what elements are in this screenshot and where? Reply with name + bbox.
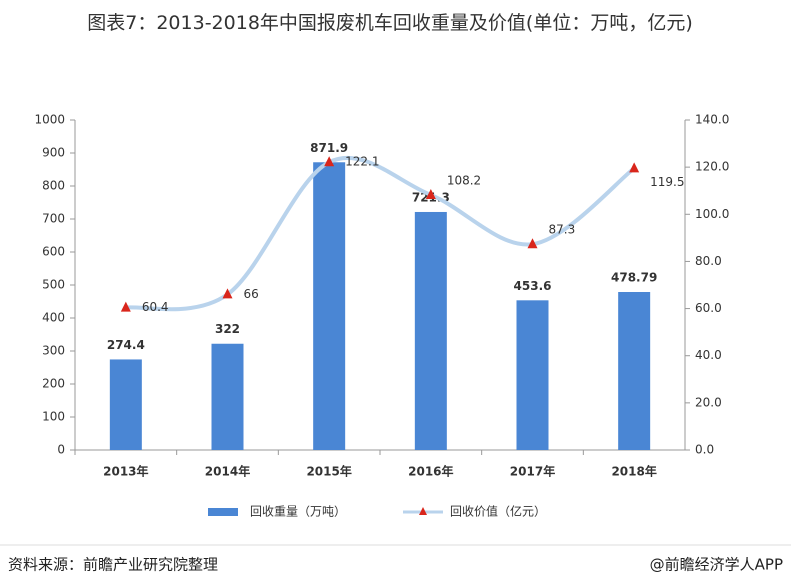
line-value-label: 87.3: [549, 223, 576, 237]
bar: [618, 291, 651, 450]
y-tick-label: 800: [42, 179, 65, 193]
x-tick-label: 2017年: [510, 464, 555, 479]
legend-marker: [419, 507, 427, 515]
x-tick-label: 2013年: [103, 464, 148, 479]
bar-value-label: 871.9: [310, 141, 348, 155]
bar-value-label: 478.79: [611, 270, 657, 284]
x-tick-label: 2015年: [306, 464, 351, 479]
y2-tick-label: 120.0: [695, 160, 729, 174]
y2-tick-label: 0.0: [695, 443, 714, 457]
y2-tick-label: 20.0: [695, 395, 722, 409]
bar-value-label: 453.6: [514, 279, 552, 293]
legend-label: 回收价值（亿元）: [450, 504, 546, 519]
bar-value-label: 322: [215, 322, 240, 336]
y-tick-label: 0: [57, 443, 65, 457]
legend-label: 回收重量（万吨）: [250, 505, 346, 519]
y2-tick-label: 40.0: [695, 348, 722, 362]
y-tick-label: 200: [42, 377, 65, 391]
x-tick-label: 2018年: [611, 464, 656, 479]
line-marker: [629, 162, 640, 173]
line-value-label: 60.4: [142, 300, 169, 314]
y-tick-label: 1000: [34, 113, 65, 127]
y-tick-label: 300: [42, 344, 65, 358]
line-marker: [425, 188, 436, 199]
credit: @前瞻经济学人APP: [650, 556, 783, 574]
y-tick-label: 700: [42, 212, 65, 226]
line-marker: [324, 156, 335, 167]
bar: [313, 162, 346, 450]
y-tick-label: 900: [42, 146, 65, 160]
y2-tick-label: 60.0: [695, 301, 722, 315]
y2-tick-label: 80.0: [695, 254, 722, 268]
bar: [516, 300, 549, 450]
legend-swatch: [208, 508, 238, 516]
y-tick-label: 500: [42, 278, 65, 292]
line-marker: [120, 301, 131, 312]
y2-tick-label: 100.0: [695, 207, 729, 221]
line-marker: [527, 238, 538, 249]
source: 资料来源：前瞻产业研究院整理: [8, 556, 218, 574]
bar-value-label: 274.4: [107, 338, 145, 352]
line-marker: [222, 288, 233, 299]
line-value-label: 108.2: [447, 173, 481, 187]
line-value-label: 66: [244, 287, 259, 301]
line-value-label: 122.1: [345, 155, 379, 169]
y-tick-label: 100: [42, 410, 65, 424]
bar: [211, 343, 244, 450]
bar: [414, 211, 447, 450]
line-value-label: 119.5: [650, 175, 684, 189]
bar: [109, 359, 142, 450]
y-tick-label: 600: [42, 245, 65, 259]
x-tick-label: 2016年: [408, 464, 453, 479]
chart-title: 图表7：2013-2018年中国报废机车回收重量及价值(单位：万吨，亿元): [87, 12, 693, 34]
x-tick-label: 2014年: [205, 464, 250, 479]
y-tick-label: 400: [42, 311, 65, 325]
y2-tick-label: 140.0: [695, 113, 729, 127]
